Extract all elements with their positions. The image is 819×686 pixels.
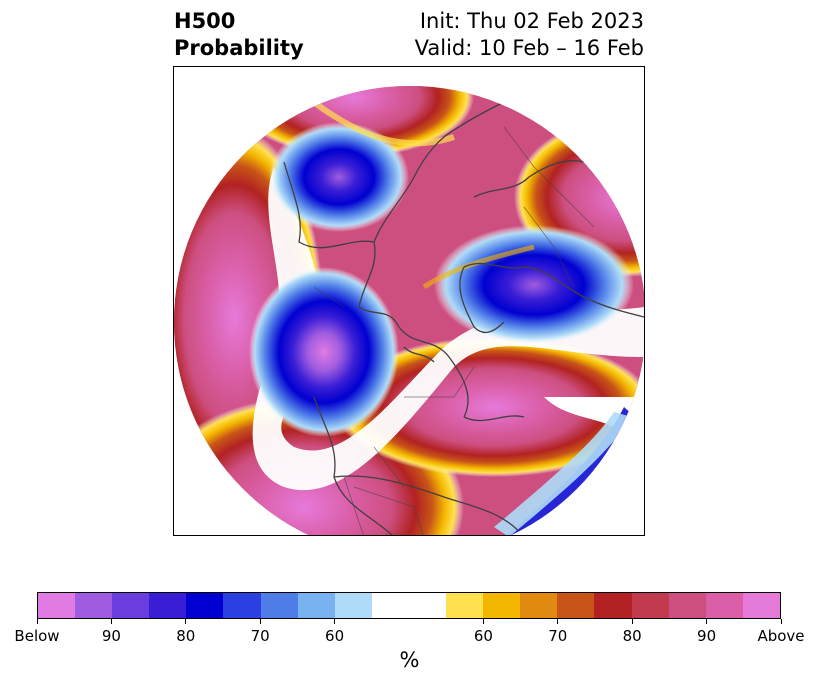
colorbar-tick-mark-0: [36, 619, 38, 624]
init-date: Init: Thu 02 Feb 2023: [419, 9, 644, 33]
colorbar-tick-mark-1: [110, 619, 112, 624]
colorbar-below-1: [75, 593, 113, 618]
political-borders: [313, 126, 595, 535]
colorbar-above-0: [446, 593, 484, 618]
colorbar-above-6: [668, 593, 706, 618]
colorbar: [37, 592, 781, 619]
colorbar-tick-4: 60: [325, 627, 345, 645]
map-title: H500 Probability: [174, 8, 304, 62]
colorbar-tick-5: 60: [473, 627, 493, 645]
colorbar-below-2: [112, 593, 150, 618]
colorbar-tick-mark-8: [706, 619, 708, 624]
colorbar-tick-mark-5: [482, 619, 484, 624]
forecast-dates: Init: Thu 02 Feb 2023 Valid: 10 Feb – 16…: [415, 8, 644, 62]
colorbar-tick-mark-3: [259, 619, 261, 624]
colorbar-above-4: [594, 593, 632, 618]
colorbar-below-7: [297, 593, 335, 618]
colorbar-below-4: [186, 593, 224, 618]
colorbar-tick-7: 80: [622, 627, 642, 645]
colorbar-above-7: [705, 593, 743, 618]
colorbar-tick-6: 70: [548, 627, 568, 645]
colorbar-tick-mark-4: [334, 619, 336, 624]
colorbar-tick-8: 90: [697, 627, 717, 645]
colorbar-above-3: [557, 593, 595, 618]
colorbar-neutral: [371, 593, 447, 618]
colorbar-tick-mark-2: [185, 619, 187, 624]
colorbar-above-8: [742, 593, 780, 618]
colorbar-tick-3: 70: [250, 627, 270, 645]
colorbar-tick-9: Above: [757, 627, 805, 645]
colorbar-tick-mark-7: [631, 619, 633, 624]
colorbar-above-5: [631, 593, 669, 618]
probability-map: [174, 86, 644, 535]
colorbar-tick-mark-6: [557, 619, 559, 624]
valid-range: Valid: 10 Feb – 16 Feb: [414, 36, 644, 60]
colorbar-tick-2: 80: [176, 627, 196, 645]
colorbar-tick-labels: Below 90 80 70 60 60 70 80 90 Above: [0, 627, 819, 647]
colorbar-below-5: [223, 593, 261, 618]
colorbar-below-0: [38, 593, 76, 618]
title-product: Probability: [174, 36, 304, 60]
colorbar-tick-0: Below: [14, 627, 60, 645]
colorbar-tick-mark-9: [780, 619, 782, 624]
colorbar-unit: %: [399, 648, 420, 672]
colorbar-below-8: [334, 593, 372, 618]
title-variable: H500: [174, 9, 236, 33]
colorbar-above-1: [483, 593, 521, 618]
colorbar-above-2: [520, 593, 558, 618]
colorbar-tick-1: 90: [101, 627, 121, 645]
map-panel: [173, 66, 645, 536]
colorbar-below-6: [260, 593, 298, 618]
colorbar-below-3: [149, 593, 187, 618]
